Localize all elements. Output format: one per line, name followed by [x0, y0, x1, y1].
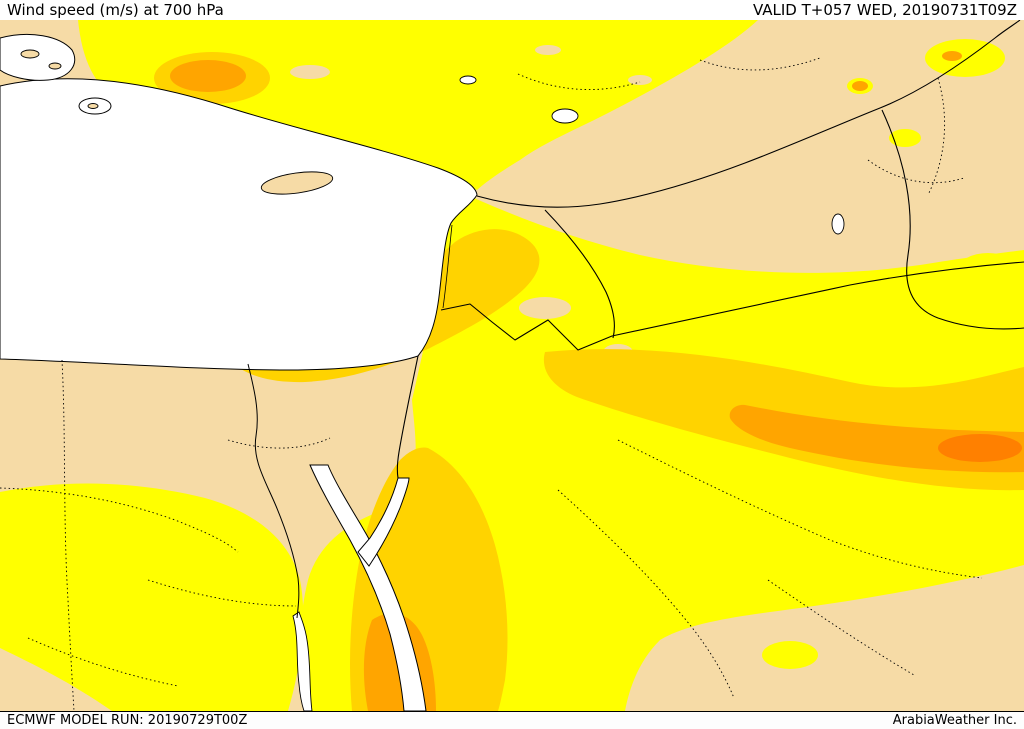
- dotted-border: [867, 159, 965, 184]
- contour-orange-dot: [852, 81, 868, 91]
- contour-tan-spot: [290, 65, 330, 79]
- lake-van: [551, 108, 579, 124]
- contour-yellow-southwest: [0, 483, 304, 711]
- contour-yellow-patch: [762, 641, 818, 669]
- header-bar: Wind speed (m/s) at 700 hPa VALID T+057 …: [0, 0, 1024, 20]
- river-layer: [247, 363, 300, 619]
- cyprus-island: [260, 171, 334, 195]
- model-run-label: ECMWF MODEL RUN: 20190729T00Z: [7, 713, 248, 728]
- gulf-of-aqaba: [357, 477, 410, 567]
- wind-map-canvas: [0, 19, 1024, 712]
- border-iraq-iran: [881, 109, 1024, 330]
- sea-layer: [0, 33, 845, 712]
- contour-yellow-patch: [889, 129, 921, 147]
- border-jordan-valley: [442, 224, 453, 309]
- dotted-border: [927, 77, 945, 196]
- border-syria-iraq: [544, 209, 615, 339]
- attribution-label: ArabiaWeather Inc.: [892, 713, 1017, 728]
- border-egypt-israel: [396, 355, 419, 479]
- border-layer-dotted: [0, 57, 983, 712]
- aegean-island: [20, 49, 40, 59]
- contour-yellow-patch: [958, 253, 1018, 287]
- border-layer-solid: [396, 19, 1024, 479]
- map-area: [0, 19, 1024, 712]
- aegean-island: [87, 103, 99, 109]
- contour-orange-dot: [942, 51, 962, 61]
- contour-tan-spot: [628, 75, 652, 85]
- lake-urmia: [831, 213, 845, 235]
- footer-bar: ECMWF MODEL RUN: 20190729T00Z ArabiaWeat…: [0, 711, 1024, 729]
- dotted-border: [557, 489, 735, 699]
- dotted-border: [699, 57, 821, 71]
- dotted-border: [0, 487, 239, 553]
- dotted-border: [147, 579, 297, 607]
- dotted-border: [767, 579, 915, 676]
- aegean-island: [48, 62, 62, 70]
- nile-river: [247, 363, 300, 619]
- border-turkey-line: [476, 19, 1021, 208]
- dotted-border: [227, 437, 331, 449]
- dotted-border: [27, 637, 179, 687]
- map-title: Wind speed (m/s) at 700 hPa: [7, 1, 224, 19]
- lake-tuz: [459, 75, 477, 85]
- contour-deep-orange-east: [938, 434, 1022, 462]
- valid-time-label: VALID T+057 WED, 20190731T09Z: [752, 1, 1017, 19]
- border-jordan-saudi: [440, 261, 1024, 351]
- contour-tan-spot: [519, 297, 571, 319]
- contour-fill-layer: [0, 20, 1024, 711]
- contour-orange-anatolia: [170, 60, 246, 92]
- mediterranean-sea: [0, 78, 478, 371]
- contour-yellow-patch: [925, 39, 1005, 77]
- contour-tan-spot: [535, 45, 561, 55]
